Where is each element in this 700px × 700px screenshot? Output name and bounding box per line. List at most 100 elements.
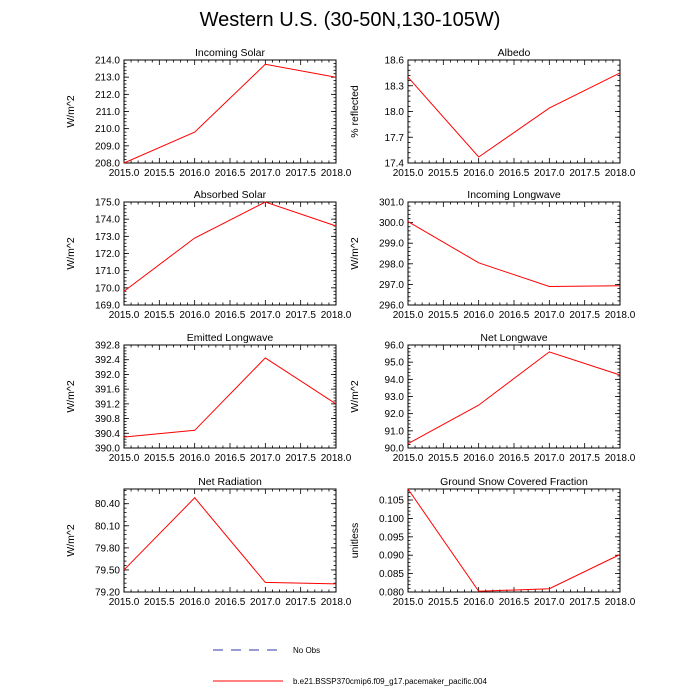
x-tick-label: 2015.0 (393, 168, 424, 179)
x-tick-label: 2018.0 (321, 168, 352, 179)
panel-title: Net Longwave (480, 332, 547, 344)
y-tick-label: 296.0 (379, 301, 404, 312)
x-tick-label: 2015.0 (393, 310, 424, 321)
y-tick-label: 18.0 (385, 107, 405, 118)
plot-frame (407, 201, 621, 306)
y-axis-label: W/m^2 (65, 524, 77, 557)
chart-panel-2: Albedo 2015.0 2015.5 2016.0 2016.5 2017.0 2017… (349, 47, 636, 179)
x-tick-label: 2015.0 (393, 597, 424, 608)
x-tick-label: 2015.5 (428, 597, 459, 608)
x-tick-label: 2015.0 (109, 453, 140, 464)
y-tick-label: 392.0 (95, 370, 120, 381)
x-tick-label: 2017.5 (569, 310, 600, 321)
x-tick-label: 2017.0 (250, 453, 281, 464)
panel-title: Net Radiation (198, 476, 262, 488)
x-tick-label: 2015.5 (144, 168, 175, 179)
x-tick-label: 2017.0 (250, 168, 281, 179)
y-tick-label: 92.0 (385, 409, 405, 420)
panel-title: Emitted Longwave (187, 332, 274, 344)
x-tick-label: 2016.0 (463, 453, 494, 464)
y-tick-label: 80.40 (95, 499, 120, 510)
y-tick-label: 392.8 (95, 341, 120, 352)
y-axis-label: W/m^2 (65, 237, 77, 270)
figure-title: Western U.S. (30-50N,130-105W) (199, 9, 501, 31)
x-tick-label: 2017.5 (285, 453, 316, 464)
legend-label-no-obs: No Obs (293, 646, 320, 655)
x-tick-label: 2015.0 (109, 597, 140, 608)
x-tick-label: 2015.5 (428, 168, 459, 179)
x-tick-label: 2015.0 (393, 453, 424, 464)
y-axis-label: W/m^2 (65, 380, 77, 413)
y-tick-label: 174.0 (95, 215, 120, 226)
x-tick-label: 2017.5 (285, 597, 316, 608)
x-tick-label: 2018.0 (605, 168, 636, 179)
x-tick-label: 2016.5 (499, 168, 530, 179)
x-tick-label: 2016.5 (215, 453, 246, 464)
x-tick-label: 2016.0 (179, 597, 210, 608)
y-tick-label: 79.20 (95, 588, 120, 599)
chart-panel-7: Net Radiation 2015.0 2015.5 2016.0 2016.5 201… (65, 476, 352, 608)
chart-panel-6: Net Longwave 2015.0 2015.5 2016.0 2016.5 2017… (349, 332, 636, 464)
x-tick-label: 2016.5 (215, 310, 246, 321)
x-tick-label: 2017.0 (250, 310, 281, 321)
y-tick-label: 17.7 (385, 133, 405, 144)
series-line (407, 351, 621, 445)
y-tick-label: 18.3 (385, 81, 405, 92)
x-tick-label: 2017.5 (569, 453, 600, 464)
y-tick-label: 390.4 (95, 429, 120, 440)
panel-title: Incoming Longwave (467, 189, 561, 201)
chart-panel-4: Incoming Longwave 2015.0 2015.5 2016.0 2016.… (349, 189, 636, 321)
x-tick-label: 2015.5 (144, 310, 175, 321)
x-tick-label: 2018.0 (321, 310, 352, 321)
y-tick-label: 390.0 (95, 444, 120, 455)
legend: No Obs b.e21.BSSP370cmip6.f09_g17.pacemak… (213, 646, 487, 686)
y-axis-label: W/m^2 (349, 237, 361, 270)
y-tick-label: 95.0 (385, 358, 405, 369)
y-tick-label: 90.0 (385, 444, 405, 455)
y-tick-label: 298.0 (379, 259, 404, 270)
chart-panel-5: Emitted Longwave 2015.0 2015.5 2016.0 2016.5… (65, 332, 352, 464)
plot-frame (123, 201, 337, 306)
y-tick-label: 18.6 (385, 56, 405, 67)
x-tick-label: 2016.0 (463, 597, 494, 608)
x-tick-label: 2015.5 (144, 453, 175, 464)
chart-panel-3: Absorbed Solar 2015.0 2015.5 2016.0 2016.5 20… (65, 189, 352, 321)
x-tick-label: 2015.0 (109, 168, 140, 179)
y-tick-label: 390.8 (95, 414, 120, 425)
x-tick-label: 2017.5 (569, 597, 600, 608)
y-axis-label: W/m^2 (349, 380, 361, 413)
y-tick-label: 79.50 (95, 565, 120, 576)
y-tick-label: 208.0 (95, 159, 120, 170)
x-tick-label: 2017.0 (250, 597, 281, 608)
chart-panel-1: Incoming Solar 2015.0 2015.5 2016.0 2016.5 20… (65, 47, 352, 179)
x-tick-label: 2018.0 (321, 453, 352, 464)
y-tick-label: 175.0 (95, 198, 120, 209)
y-tick-label: 301.0 (379, 198, 404, 209)
y-tick-label: 299.0 (379, 239, 404, 250)
series-line (123, 497, 337, 585)
y-tick-label: 214.0 (95, 56, 120, 67)
y-tick-label: 96.0 (385, 341, 405, 352)
y-tick-label: 391.6 (95, 385, 120, 396)
y-tick-label: 391.2 (95, 399, 120, 410)
x-tick-label: 2017.0 (534, 597, 565, 608)
y-tick-label: 212.0 (95, 90, 120, 101)
x-tick-label: 2016.0 (179, 168, 210, 179)
series-line (407, 221, 621, 288)
y-axis-label: % reflected (349, 85, 361, 138)
x-tick-label: 2015.5 (428, 310, 459, 321)
y-tick-label: 211.0 (96, 107, 121, 118)
legend-label-run: b.e21.BSSP370cmip6.f09_g17.pacemaker_pac… (293, 677, 487, 686)
panel-title: Ground Snow Covered Fraction (440, 476, 588, 488)
y-tick-label: 170.0 (95, 283, 120, 294)
y-tick-label: 173.0 (95, 232, 120, 243)
series-line (123, 201, 337, 292)
y-tick-label: 392.4 (95, 355, 120, 366)
y-tick-label: 171.0 (95, 266, 120, 277)
y-tick-label: 0.095 (379, 532, 404, 543)
y-tick-label: 79.80 (95, 543, 120, 554)
x-tick-label: 2018.0 (321, 597, 352, 608)
series-line (407, 488, 621, 592)
chart-panel-8: Ground Snow Covered Fraction 2015.0 2015.5… (349, 476, 636, 608)
y-tick-label: 93.0 (385, 392, 405, 403)
